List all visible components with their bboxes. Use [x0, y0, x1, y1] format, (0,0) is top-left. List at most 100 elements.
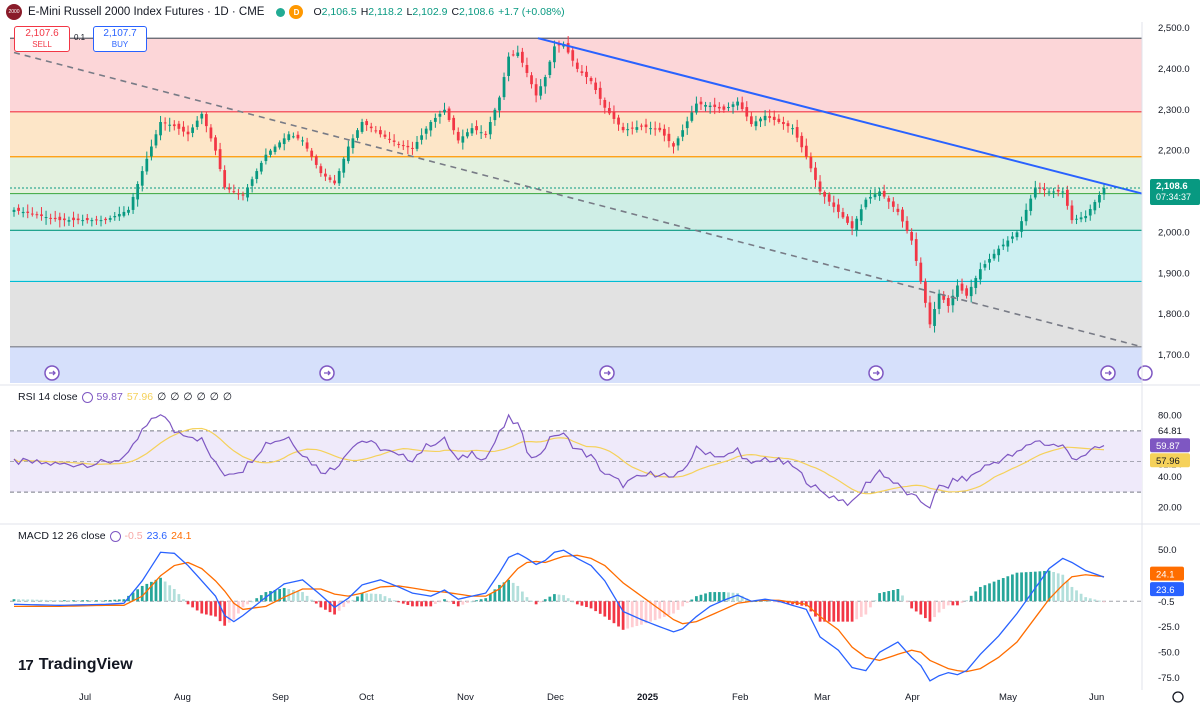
macd-histogram-bar	[204, 601, 208, 615]
settings-gear-icon	[1172, 691, 1184, 703]
macd-histogram-bar	[136, 589, 140, 602]
sell-button[interactable]: 2,107.6 SELL	[14, 26, 70, 52]
time-axis-label: Oct	[359, 692, 374, 703]
candle	[516, 52, 520, 57]
candle	[864, 199, 868, 208]
candle	[1079, 217, 1083, 220]
scroll-right-icon	[1137, 365, 1153, 381]
macd-histogram-bar	[704, 593, 707, 602]
candle	[658, 127, 662, 131]
macd-histogram-bar	[291, 590, 295, 602]
macd-histogram-bar	[163, 581, 167, 602]
market-open-dot-icon[interactable]	[276, 7, 286, 17]
macd-settings-icon[interactable]	[109, 530, 121, 542]
candle	[759, 118, 762, 122]
candle	[534, 84, 538, 96]
macd-histogram-bar	[589, 601, 593, 609]
macd-histogram-bar	[475, 600, 478, 602]
candle	[259, 162, 263, 172]
candle	[662, 128, 666, 136]
rsi-settings-icon[interactable]	[81, 391, 93, 403]
macd-signal-value-label: 24.1	[1156, 570, 1175, 581]
macd-histogram-bar	[548, 596, 552, 602]
macd-histogram-bar	[640, 601, 643, 625]
macd-histogram-bar	[635, 601, 639, 626]
macd-histogram-bar	[195, 601, 199, 611]
macd-histogram-bar	[933, 601, 936, 618]
candle	[264, 154, 268, 162]
candle	[1070, 205, 1074, 221]
candle	[255, 171, 259, 179]
candle	[553, 46, 556, 63]
macd-histogram-bar	[113, 599, 117, 602]
macd-histogram-bar	[997, 579, 1001, 602]
candle	[520, 51, 524, 63]
macd-legend[interactable]: MACD 12 26 close -0.5 23.6 24.1	[18, 530, 192, 542]
candle	[946, 298, 950, 306]
macd-histogram-bar	[617, 601, 620, 627]
macd-histogram-bar	[104, 600, 107, 602]
macd-histogram-bar	[108, 599, 112, 602]
macd-histogram-bar	[411, 601, 414, 607]
fib-retracement	[10, 37, 1142, 383]
candle	[424, 128, 428, 134]
rsi-ma-line	[13, 427, 1105, 495]
candle	[589, 78, 593, 82]
candle	[182, 126, 185, 132]
fib-band	[10, 230, 1142, 282]
macd-histogram-bar	[534, 601, 538, 605]
candle	[672, 143, 675, 147]
macd-histogram-bar	[214, 601, 217, 617]
interval-badge[interactable]: D	[289, 5, 304, 19]
macd-histogram-bar	[1061, 574, 1065, 602]
macd-histogram-bar	[520, 591, 524, 602]
candle	[44, 217, 48, 219]
chart-title[interactable]: E-Mini Russell 2000 Index Futures · 1D ·…	[28, 6, 265, 18]
candle	[809, 156, 813, 169]
macd-histogram-bar	[1075, 590, 1078, 602]
macd-histogram-bar	[690, 599, 694, 602]
symbol-logo[interactable]: 2000	[6, 4, 22, 20]
candle	[681, 130, 685, 137]
rsi-value-label-bg	[1150, 438, 1190, 453]
candle	[653, 128, 657, 130]
macd-histogram-bar	[218, 601, 222, 622]
macd-histogram-bar	[823, 601, 827, 622]
macd-title: MACD 12 26 close	[18, 530, 106, 542]
rsi-legend[interactable]: RSI 14 close 59.87 57.96 ∅ ∅ ∅ ∅ ∅ ∅	[18, 391, 232, 403]
buy-price: 2,107.7	[103, 28, 137, 39]
candle	[117, 213, 121, 217]
candle	[951, 295, 955, 306]
candle	[63, 218, 66, 221]
macd-histogram-bar	[383, 596, 387, 602]
macd-histogram-bar	[484, 598, 488, 602]
macd-histogram-bar	[841, 601, 845, 622]
candle	[99, 220, 103, 222]
candle	[814, 167, 817, 180]
macd-histogram-bar	[676, 601, 680, 610]
macd-histogram-bar	[621, 601, 625, 630]
candle	[397, 143, 401, 145]
macd-histogram-bar	[653, 601, 657, 621]
macd-histogram-bar	[81, 600, 85, 602]
macd-histogram-bar	[401, 601, 405, 604]
candle	[433, 117, 437, 122]
price-axis-label: 1,900.0	[1158, 268, 1190, 279]
macd-histogram-bar	[571, 601, 575, 603]
sell-price: 2,107.6	[25, 28, 59, 39]
candle	[608, 108, 611, 114]
macd-histogram-bar	[562, 595, 565, 602]
candle	[17, 207, 20, 211]
macd-axis-label: -25.0	[1158, 622, 1180, 633]
macd-histogram-bar	[49, 600, 53, 602]
macd-histogram-bar	[708, 592, 712, 602]
candle	[850, 221, 854, 229]
macd-histogram-bar	[310, 599, 314, 602]
macd-histogram-bar	[182, 599, 185, 602]
macd-histogram-bar	[360, 593, 364, 602]
tradingview-logo[interactable]: 17 TradingView	[18, 656, 133, 674]
buy-button[interactable]: 2,107.7 BUY	[93, 26, 147, 52]
candle	[383, 134, 387, 137]
rsi-upper-level-label: 64.81	[1158, 426, 1182, 437]
